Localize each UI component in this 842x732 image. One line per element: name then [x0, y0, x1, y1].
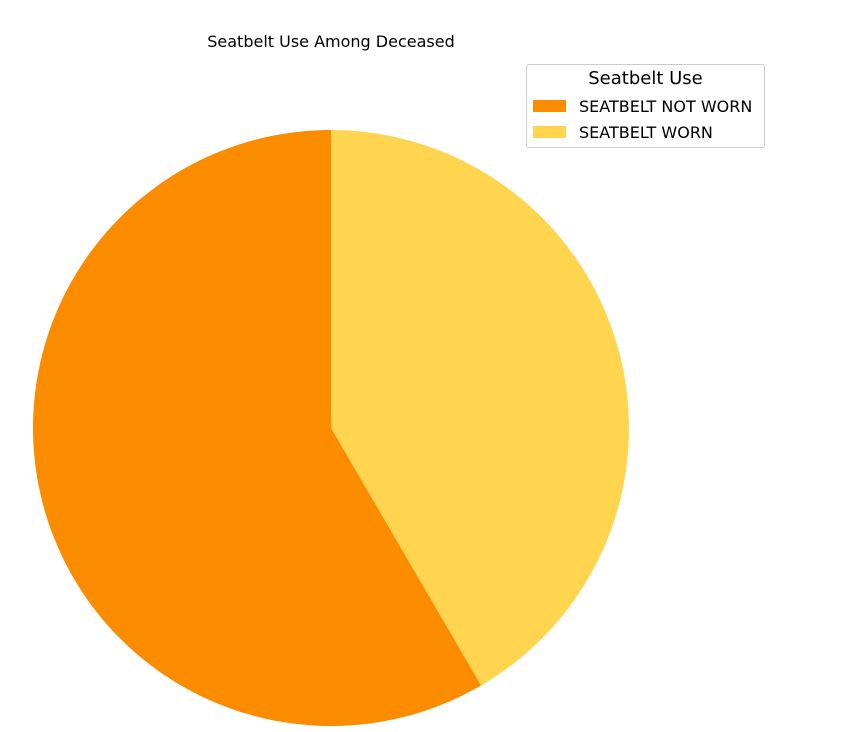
legend: Seatbelt Use SEATBELT NOT WORN SEATBELT …	[526, 64, 765, 148]
chart-title: Seatbelt Use Among Deceased	[207, 32, 455, 51]
legend-item-seatbelt-worn: SEATBELT WORN	[533, 122, 713, 142]
legend-swatch	[533, 100, 566, 112]
legend-swatch	[533, 126, 566, 138]
pie-slice-seatbelt-worn	[331, 130, 629, 686]
pie-slice-seatbelt-not-worn	[32, 130, 482, 726]
legend-label: SEATBELT WORN	[579, 122, 713, 142]
legend-label: SEATBELT NOT WORN	[579, 96, 753, 116]
pie-slices	[32, 130, 629, 726]
legend-title: Seatbelt Use	[588, 68, 703, 89]
legend-item-seatbelt-not-worn: SEATBELT NOT WORN	[533, 96, 752, 116]
